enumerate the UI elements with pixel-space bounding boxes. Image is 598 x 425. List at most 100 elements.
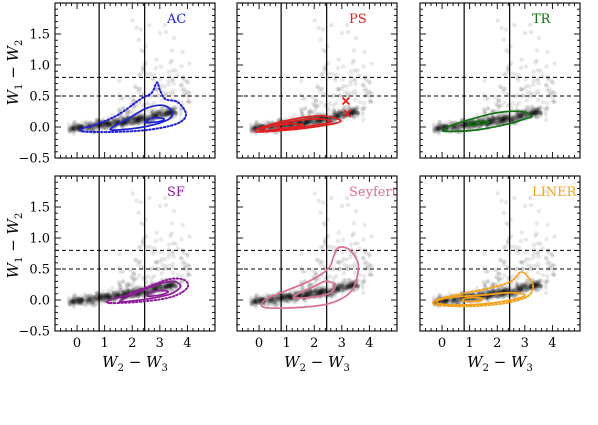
data-point [515,115,521,120]
x-axis-label-part: W [102,353,119,371]
data-point [352,241,357,246]
data-point [71,125,77,131]
data-point [137,119,143,124]
data-point [351,48,357,53]
data-point [336,86,341,92]
data-point [80,297,85,303]
data-point [320,259,325,264]
data-point [335,259,340,265]
data-point [254,300,259,305]
data-point [118,96,123,102]
data-point [254,293,260,298]
data-point [130,18,135,23]
data-point [284,293,289,298]
data-point [270,296,275,302]
data-point [287,296,292,301]
data-point [154,113,159,118]
data-point [252,125,257,131]
data-point [125,289,130,294]
data-point [521,112,526,118]
data-point [140,117,145,122]
panel-label: SF [167,185,185,200]
data-point [179,279,185,284]
data-point [501,118,506,124]
data-point [248,297,254,302]
data-point [533,109,539,114]
data-point [130,276,135,281]
data-point [501,89,506,94]
background-points [431,189,557,309]
panel-label: PS [349,12,367,27]
data-point [136,115,141,121]
data-point [335,287,341,293]
data-point [137,292,143,297]
data-point [90,296,95,301]
data-point [511,116,516,121]
data-point [108,122,114,128]
data-point [173,110,179,116]
data-point [112,120,118,125]
data-point [535,110,540,116]
data-point [103,126,108,131]
data-point [466,125,471,130]
data-point [503,118,508,123]
data-point [70,125,75,130]
data-point [351,108,356,114]
data-point [169,283,175,289]
data-point [505,112,510,117]
data-point [130,97,135,102]
data-point [312,111,317,117]
data-point [149,107,154,112]
data-point [307,289,312,295]
data-point [336,285,341,290]
data-point [75,298,80,304]
data-point [178,109,183,114]
data-point [496,120,502,125]
data-point [171,76,176,82]
data-point [150,110,155,115]
data-point [88,120,93,125]
data-point [351,109,356,115]
data-point [69,127,74,133]
data-point [152,108,157,113]
data-point [94,298,100,303]
data-point [501,113,507,119]
data-point [71,301,76,306]
data-point [500,115,505,120]
data-point [120,290,126,295]
data-point [318,291,323,296]
data-point [304,120,309,125]
data-point [353,107,358,112]
data-point [186,99,191,104]
data-point [138,71,143,76]
data-point [502,115,507,121]
data-point [314,119,320,125]
data-point [536,110,542,115]
data-point [314,257,320,262]
data-point [307,289,312,294]
data-point [75,296,80,301]
data-point [104,127,109,132]
data-point [313,120,318,126]
data-point [315,289,321,294]
data-point [106,122,112,128]
data-point [158,110,163,116]
data-point [251,125,256,131]
data-point [287,294,293,299]
data-point [291,289,296,295]
x-tick-label: 2 [310,336,318,351]
data-point [128,267,133,272]
data-point [159,111,164,116]
data-point [127,109,132,114]
data-point [105,125,110,130]
data-point [335,287,340,292]
data-point [337,111,342,116]
data-point [468,126,473,131]
data-point [347,280,353,285]
data-point [319,290,324,296]
data-point [88,297,93,302]
data-point [361,117,366,123]
data-point [181,259,187,265]
data-point [531,109,536,114]
data-point [159,285,164,290]
